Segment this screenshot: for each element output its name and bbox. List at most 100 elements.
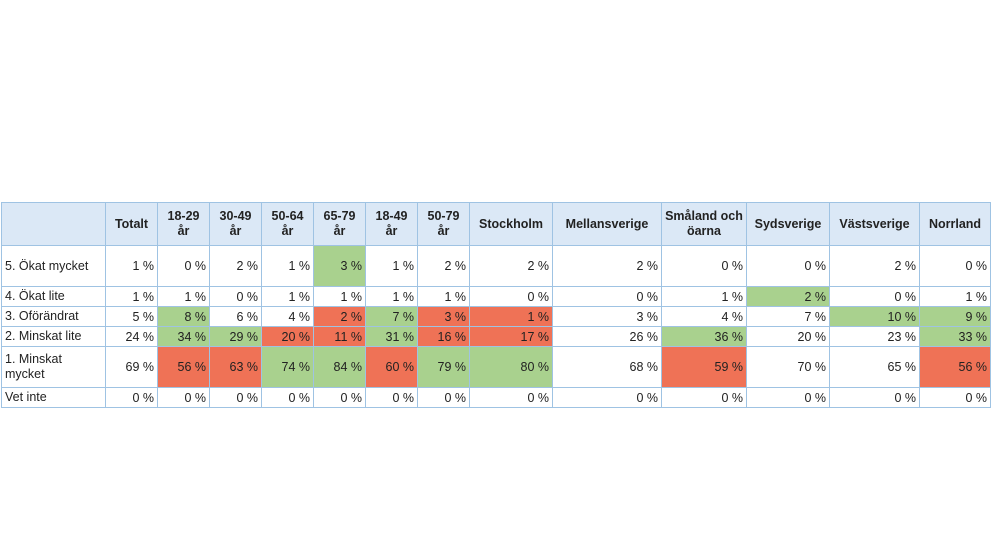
header-empty <box>1 202 106 246</box>
table-cell: 0 % <box>365 387 418 408</box>
column-header: 18-49 år <box>365 202 418 246</box>
table-cell: 80 % <box>469 346 553 388</box>
row-label: 4. Ökat lite <box>1 286 106 307</box>
row-label: 2. Minskat lite <box>1 326 106 347</box>
table-cell: 0 % <box>919 387 991 408</box>
table-cell: 1 % <box>313 286 366 307</box>
table-cell: 11 % <box>313 326 366 347</box>
column-header: Totalt <box>105 202 158 246</box>
table-cell: 3 % <box>552 306 662 327</box>
row-label: 5. Ökat mycket <box>1 245 106 287</box>
table-cell: 0 % <box>919 245 991 287</box>
row-label: 3. Oförändrat <box>1 306 106 327</box>
table-cell: 65 % <box>829 346 920 388</box>
column-header: Stockholm <box>469 202 553 246</box>
table-cell: 31 % <box>365 326 418 347</box>
table-cell: 0 % <box>157 245 210 287</box>
table-cell: 7 % <box>365 306 418 327</box>
table-cell: 36 % <box>661 326 747 347</box>
table-cell: 1 % <box>105 286 158 307</box>
table-cell: 3 % <box>313 245 366 287</box>
table-cell: 20 % <box>261 326 314 347</box>
column-header: Sydsverige <box>746 202 830 246</box>
table-row: Vet inte 0 % 0 % 0 % 0 % 0 % 0 % 0 % 0 % 0 % 0 % 0 … <box>1 387 991 408</box>
table-cell: 1 % <box>365 245 418 287</box>
table-cell: 1 % <box>417 286 470 307</box>
table-cell: 1 % <box>105 245 158 287</box>
table-body: 5. Ökat mycket 1 % 0 % 2 % 1 % 3 % 1 % 2 % 2 % 2 … <box>1 245 991 408</box>
table-cell: 69 % <box>105 346 158 388</box>
table-cell: 7 % <box>746 306 830 327</box>
table-cell: 0 % <box>209 286 262 307</box>
table-cell: 59 % <box>661 346 747 388</box>
table-cell: 0 % <box>469 387 553 408</box>
column-header: 65-79 år <box>313 202 366 246</box>
table-cell: 74 % <box>261 346 314 388</box>
column-header: Mellansverige <box>552 202 662 246</box>
table-cell: 1 % <box>919 286 991 307</box>
table-cell: 9 % <box>919 306 991 327</box>
table-cell: 0 % <box>552 387 662 408</box>
table-cell: 56 % <box>157 346 210 388</box>
table-cell: 79 % <box>417 346 470 388</box>
table-cell: 2 % <box>746 286 830 307</box>
row-label: Vet inte <box>1 387 106 408</box>
table-row: 2. Minskat lite 24 % 34 % 29 % 20 % 11 % 31 % 1… <box>1 326 991 347</box>
table-cell: 1 % <box>661 286 747 307</box>
table-cell: 2 % <box>417 245 470 287</box>
column-header: Västsverige <box>829 202 920 246</box>
table-cell: 20 % <box>746 326 830 347</box>
table-cell: 8 % <box>157 306 210 327</box>
table-cell: 2 % <box>829 245 920 287</box>
table-row: 1. Minskat mycket 69 % 56 % 63 % 74 % 84 % 60 … <box>1 346 991 388</box>
table-cell: 0 % <box>661 387 747 408</box>
table-cell: 17 % <box>469 326 553 347</box>
table-cell: 5 % <box>105 306 158 327</box>
table-cell: 2 % <box>209 245 262 287</box>
column-header: 18-29 år <box>157 202 210 246</box>
row-label: 1. Minskat mycket <box>1 346 106 388</box>
table-cell: 0 % <box>209 387 262 408</box>
table-cell: 2 % <box>313 306 366 327</box>
table-cell: 68 % <box>552 346 662 388</box>
table-cell: 26 % <box>552 326 662 347</box>
table-cell: 16 % <box>417 326 470 347</box>
table-cell: 0 % <box>661 245 747 287</box>
table-cell: 0 % <box>261 387 314 408</box>
column-header: 50-64 år <box>261 202 314 246</box>
table-cell: 1 % <box>157 286 210 307</box>
survey-results-table: Totalt 18-29 år 30-49 år 50-64 år 65-79 år 18… <box>1 202 991 408</box>
table-cell: 70 % <box>746 346 830 388</box>
table-cell: 63 % <box>209 346 262 388</box>
table-cell: 0 % <box>829 387 920 408</box>
table-cell: 29 % <box>209 326 262 347</box>
table-cell: 56 % <box>919 346 991 388</box>
table-cell: 84 % <box>313 346 366 388</box>
table-cell: 1 % <box>261 245 314 287</box>
table-cell: 0 % <box>105 387 158 408</box>
table-cell: 1 % <box>365 286 418 307</box>
table-cell: 6 % <box>209 306 262 327</box>
table-cell: 1 % <box>469 306 553 327</box>
table-cell: 2 % <box>552 245 662 287</box>
column-header: Småland och öarna <box>661 202 747 246</box>
table-cell: 4 % <box>261 306 314 327</box>
table-cell: 33 % <box>919 326 991 347</box>
table-cell: 34 % <box>157 326 210 347</box>
table-cell: 23 % <box>829 326 920 347</box>
column-header: 30-49 år <box>209 202 262 246</box>
table-cell: 0 % <box>552 286 662 307</box>
table-cell: 0 % <box>746 245 830 287</box>
table-cell: 0 % <box>417 387 470 408</box>
table-row: 5. Ökat mycket 1 % 0 % 2 % 1 % 3 % 1 % 2 % 2 % 2 … <box>1 245 991 287</box>
table-cell: 0 % <box>313 387 366 408</box>
column-header: 50-79 år <box>417 202 470 246</box>
table-row: 3. Oförändrat 5 % 8 % 6 % 4 % 2 % 7 % 3 % 1 % 3 %… <box>1 306 991 327</box>
table-cell: 3 % <box>417 306 470 327</box>
header-row: Totalt 18-29 år 30-49 år 50-64 år 65-79 år 18… <box>1 202 991 246</box>
table-cell: 60 % <box>365 346 418 388</box>
table-cell: 2 % <box>469 245 553 287</box>
table-row: 4. Ökat lite 1 % 1 % 0 % 1 % 1 % 1 % 1 % 0 % 0 % 1… <box>1 286 991 307</box>
table-cell: 0 % <box>746 387 830 408</box>
table-cell: 1 % <box>261 286 314 307</box>
